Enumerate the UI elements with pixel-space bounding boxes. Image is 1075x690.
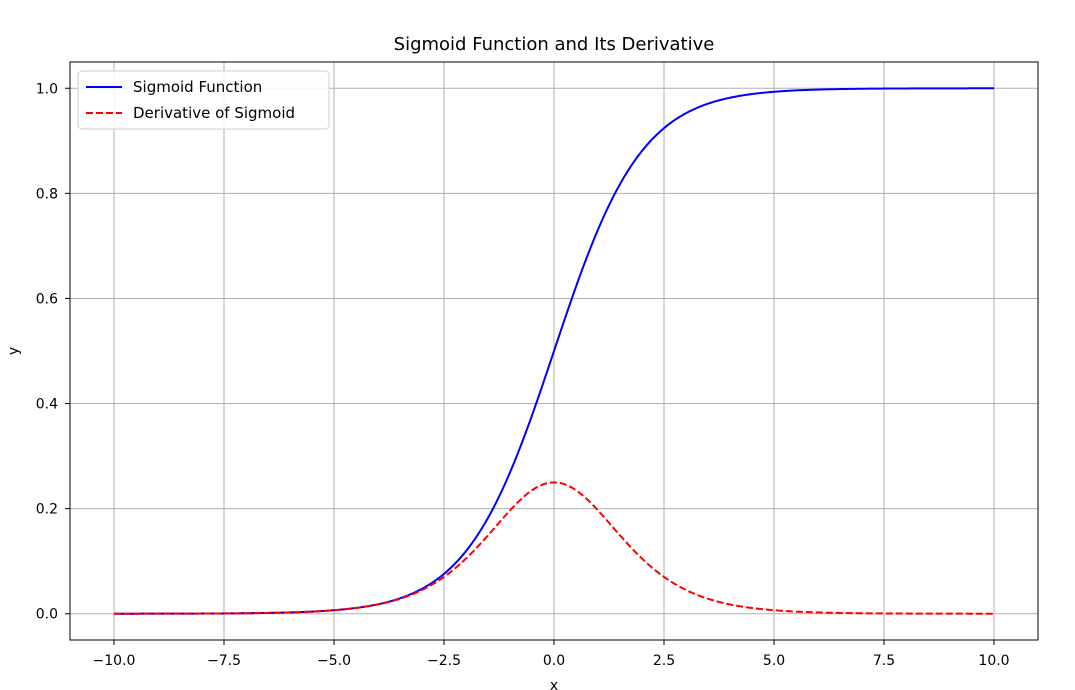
- y-tick-label: 0.4: [36, 397, 58, 413]
- y-axis-label: y: [6, 347, 22, 355]
- x-tick-label: −10.0: [93, 653, 136, 669]
- x-tick-label: 0.0: [543, 653, 565, 669]
- y-tick-label: 0.2: [36, 502, 58, 518]
- x-tick-label: 7.5: [873, 653, 895, 669]
- x-tick-label: 5.0: [763, 653, 785, 669]
- chart-title: Sigmoid Function and Its Derivative: [394, 34, 715, 55]
- x-tick-label: −2.5: [427, 653, 461, 669]
- series-line-derivative: [114, 481, 994, 615]
- legend-box: [77, 70, 330, 130]
- x-axis-label: x: [550, 678, 558, 690]
- series-lines: [114, 87, 994, 615]
- axis-ticks: −10.0 −7.5 −5.0 −2.5 0.0 2.5 5.0 7.5 10.0 0.0 0.2 0…: [36, 81, 1010, 669]
- legend-label: Derivative of Sigmoid: [133, 104, 295, 122]
- y-tick-label: 0.0: [36, 607, 58, 623]
- x-tick-label: −7.5: [207, 653, 241, 669]
- y-tick-label: 0.6: [36, 291, 58, 307]
- x-tick-label: −5.0: [317, 653, 351, 669]
- y-tick-label: 0.8: [36, 186, 58, 202]
- x-tick-label: 2.5: [653, 653, 675, 669]
- x-tick-label: 10.0: [978, 653, 1009, 669]
- legend: Sigmoid Function Derivative of Sigmoid: [77, 70, 330, 130]
- y-tick-label: 1.0: [36, 81, 58, 97]
- legend-label: Sigmoid Function: [133, 78, 262, 96]
